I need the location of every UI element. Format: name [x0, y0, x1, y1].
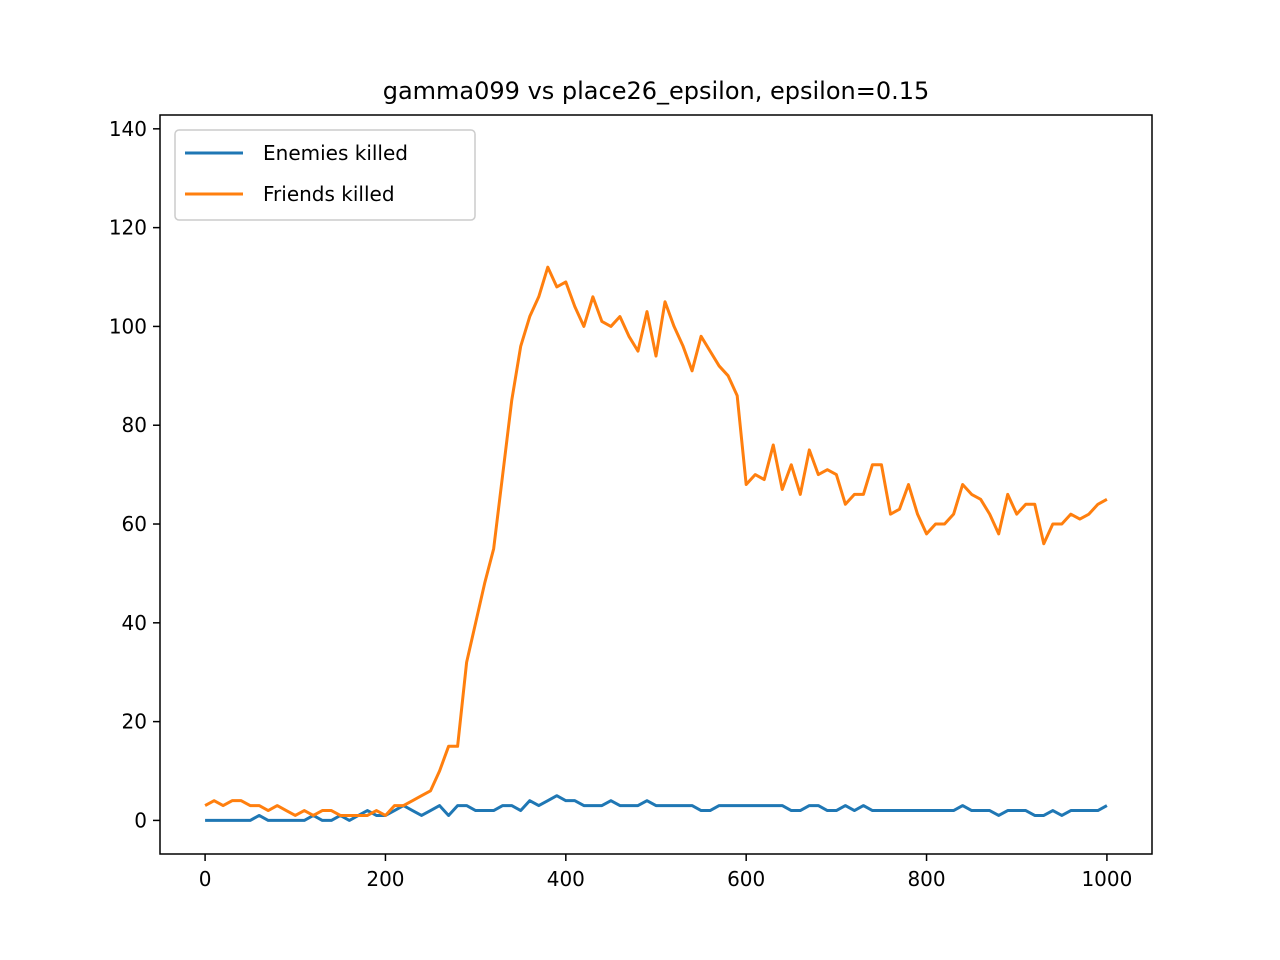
axes: 0 200 400 600 800 1000 0 20 40 60 80 100 120 140 — [109, 114, 1153, 891]
y-tick-label: 100 — [109, 314, 147, 338]
y-tick-label: 120 — [109, 216, 147, 240]
y-tick-label: 80 — [122, 413, 147, 437]
x-tick-label: 0 — [199, 867, 212, 891]
series-line-friends-killed — [204, 265, 1108, 817]
y-tick-label: 140 — [109, 117, 147, 141]
series-line-enemies-killed — [205, 794, 1108, 822]
plot-area — [204, 265, 1108, 822]
y-tick-label: 40 — [122, 611, 147, 635]
x-tick-label: 400 — [547, 867, 585, 891]
x-tick-label: 600 — [727, 867, 765, 891]
legend-label: Enemies killed — [263, 141, 408, 165]
y-tick-label: 60 — [122, 512, 147, 536]
legend: Enemies killed Friends killed — [174, 129, 476, 221]
x-tick-label: 200 — [366, 867, 404, 891]
x-tick-label: 800 — [907, 867, 945, 891]
chart-title: gamma099 vs place26_epsilon, epsilon=0.1… — [383, 77, 930, 105]
y-tick-label: 0 — [134, 808, 147, 832]
y-tick-label: 20 — [122, 710, 147, 734]
legend-label: Friends killed — [263, 182, 395, 206]
axes-frame — [159, 114, 1153, 855]
x-tick-label: 1000 — [1081, 867, 1132, 891]
legend-box — [174, 129, 476, 221]
